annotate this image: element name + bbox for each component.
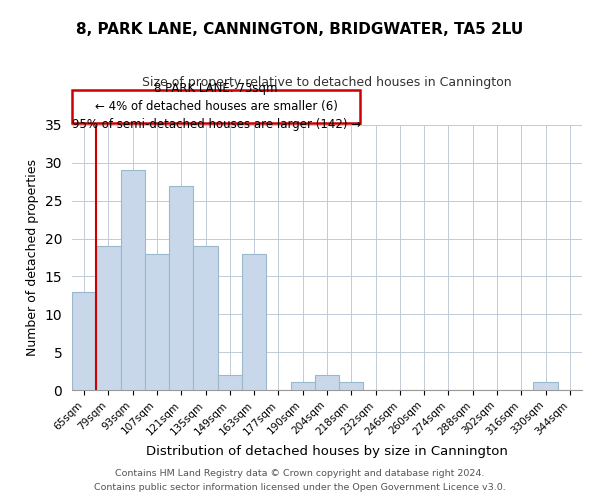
X-axis label: Distribution of detached houses by size in Cannington: Distribution of detached houses by size … bbox=[146, 445, 508, 458]
Bar bbox=[145, 254, 169, 390]
Y-axis label: Number of detached properties: Number of detached properties bbox=[26, 159, 39, 356]
Title: Size of property relative to detached houses in Cannington: Size of property relative to detached ho… bbox=[142, 76, 512, 89]
Text: 8, PARK LANE, CANNINGTON, BRIDGWATER, TA5 2LU: 8, PARK LANE, CANNINGTON, BRIDGWATER, TA… bbox=[76, 22, 524, 38]
Bar bbox=[72, 292, 96, 390]
Text: Contains public sector information licensed under the Open Government Licence v3: Contains public sector information licen… bbox=[94, 484, 506, 492]
Text: Contains HM Land Registry data © Crown copyright and database right 2024.: Contains HM Land Registry data © Crown c… bbox=[115, 468, 485, 477]
Bar bbox=[121, 170, 145, 390]
Bar bbox=[169, 186, 193, 390]
Bar bbox=[315, 375, 339, 390]
Bar bbox=[242, 254, 266, 390]
Bar bbox=[218, 375, 242, 390]
Bar bbox=[339, 382, 364, 390]
Bar bbox=[96, 246, 121, 390]
Bar bbox=[533, 382, 558, 390]
Bar bbox=[193, 246, 218, 390]
Text: 8 PARK LANE: 73sqm
← 4% of detached houses are smaller (6)
95% of semi-detached : 8 PARK LANE: 73sqm ← 4% of detached hous… bbox=[71, 82, 361, 130]
Bar bbox=[290, 382, 315, 390]
